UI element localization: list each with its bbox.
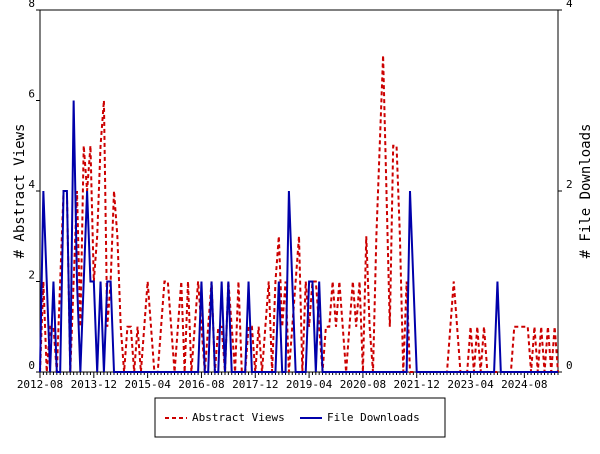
- x-tick-label: 2017-12: [232, 378, 278, 391]
- series-line: [39, 100, 558, 373]
- y-axis-label: # Abstract Views: [12, 124, 28, 259]
- y2-axis-label: # File Downloads: [578, 124, 594, 259]
- x-tick-label: 2023-04: [447, 378, 494, 391]
- y2-tick-label: 0: [566, 359, 573, 372]
- y2-tick-label: 2: [566, 178, 573, 191]
- x-tick-label: 2021-12: [394, 378, 440, 391]
- x-tick-label: 2019-04: [286, 378, 333, 391]
- y-tick-label: 6: [28, 88, 35, 101]
- y-tick-label: 0: [28, 359, 35, 372]
- x-tick-label: 2020-08: [340, 378, 386, 391]
- x-tick-label: 2012-08: [17, 378, 63, 391]
- x-tick-label: 2024-08: [501, 378, 547, 391]
- x-tick-label: 2016-08: [178, 378, 224, 391]
- x-tick-label: 2015-04: [124, 378, 171, 391]
- y-tick-label: 8: [28, 0, 35, 10]
- legend-label: Abstract Views: [192, 411, 285, 424]
- y2-tick-label: 4: [566, 0, 573, 10]
- y-tick-label: 4: [28, 178, 35, 191]
- x-tick-label: 2013-12: [71, 378, 117, 391]
- y-tick-label: 2: [28, 269, 35, 282]
- legend-label: File Downloads: [327, 411, 420, 424]
